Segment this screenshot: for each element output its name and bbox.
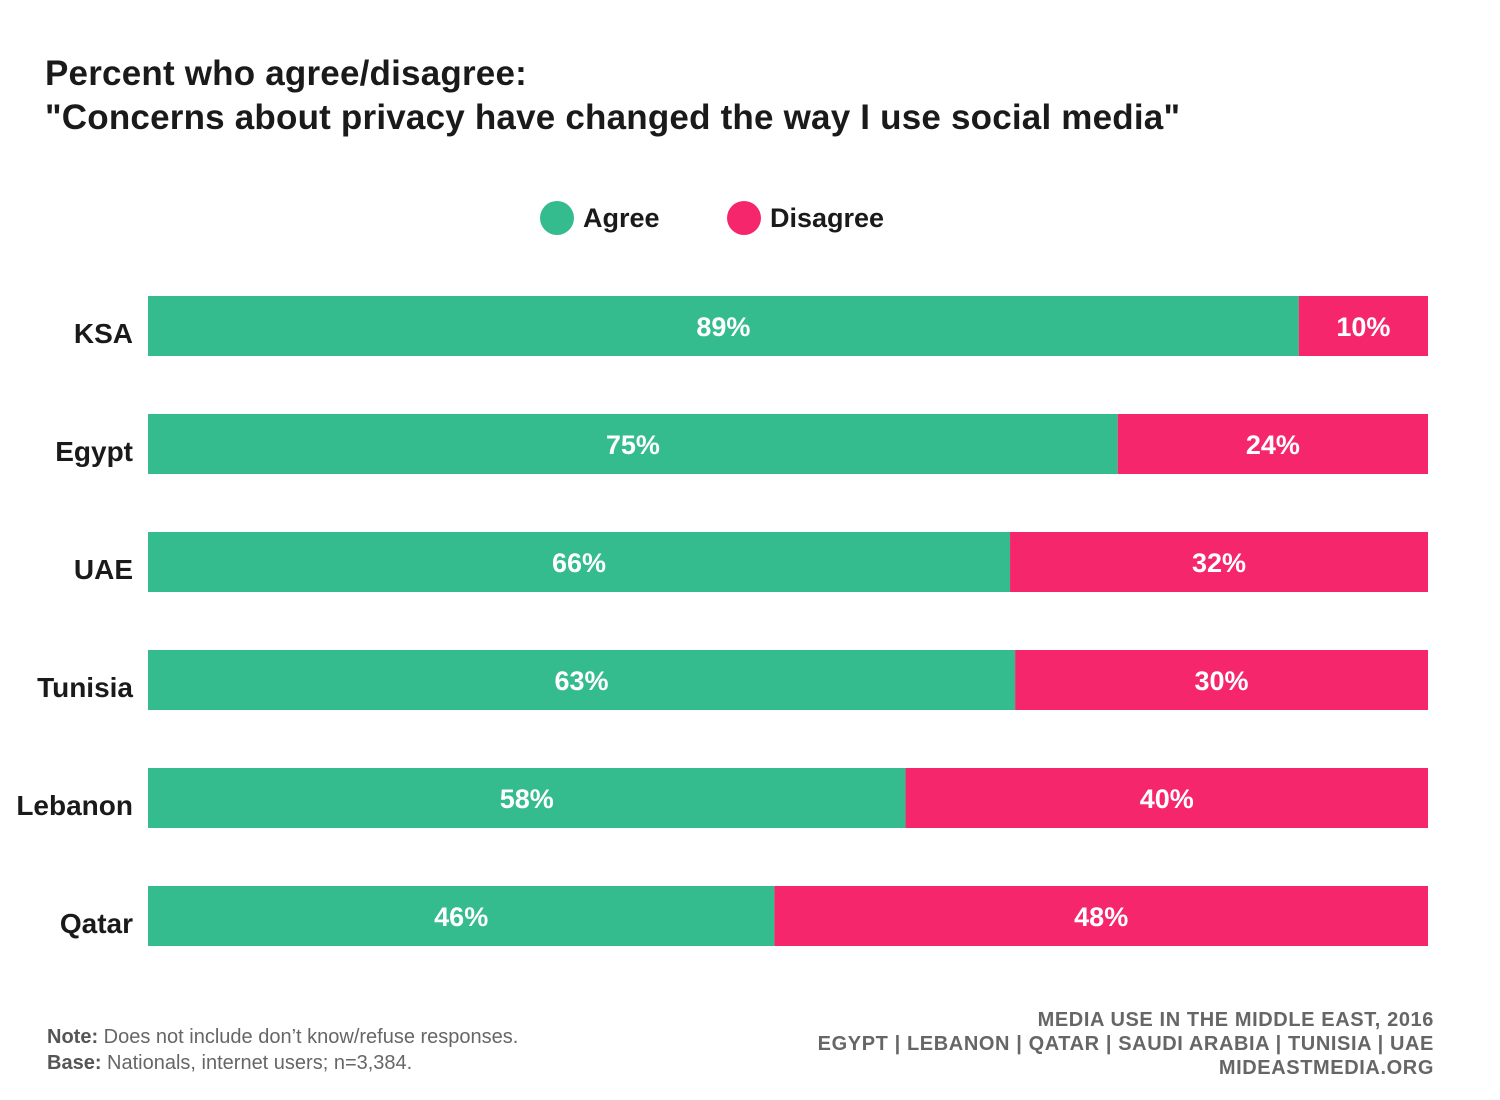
legend-label-agree: Agree: [583, 202, 660, 233]
chart-title-block: Percent who agree/disagree: "Concerns ab…: [45, 52, 1180, 140]
category-label-uae: UAE: [74, 554, 133, 585]
value-label-tunisia-agree: 63%: [555, 666, 609, 696]
bar-egypt-agree: [148, 414, 1118, 474]
value-label-lebanon-agree: 58%: [500, 784, 554, 814]
bar-uae-disagree: [1010, 532, 1428, 592]
value-label-uae-disagree: 32%: [1192, 548, 1246, 578]
category-label-egypt: Egypt: [55, 436, 133, 467]
source-line-2: EGYPT | LEBANON | QATAR | SAUDI ARABIA |…: [817, 1033, 1434, 1055]
base-text: Nationals, internet users; n=3,384.: [101, 1052, 413, 1074]
legend-label-disagree: Disagree: [770, 202, 885, 233]
value-label-tunisia-disagree: 30%: [1195, 666, 1249, 696]
value-label-egypt-disagree: 24%: [1246, 430, 1300, 460]
category-label-tunisia: Tunisia: [37, 672, 133, 703]
note-text: Does not include don’t know/refuse respo…: [98, 1026, 519, 1048]
value-label-qatar-disagree: 48%: [1074, 902, 1128, 932]
bar-uae-agree: [148, 532, 1011, 592]
footer-source: MEDIA USE IN THE MIDDLE EAST, 2016 EGYPT…: [818, 1008, 1434, 1080]
bar-lebanon-disagree: [905, 768, 1428, 828]
bar-qatar-agree: [148, 886, 775, 946]
category-label-lebanon: Lebanon: [16, 790, 133, 821]
note-line: Note: Does not include don’t know/refuse…: [47, 1024, 518, 1050]
legend-item-disagree: Disagree: [727, 198, 884, 238]
value-label-egypt-agree: 75%: [606, 430, 660, 460]
bar-tunisia-agree: [148, 650, 1016, 710]
bar-ksa-agree: [148, 296, 1299, 356]
bar-qatar-disagree: [774, 886, 1428, 946]
chart-title: Percent who agree/disagree:: [45, 54, 527, 93]
legend-swatch-disagree: [727, 201, 761, 235]
source-line-1: MEDIA USE IN THE MIDDLE EAST, 2016: [1037, 1009, 1434, 1031]
bar-lebanon-agree: [148, 768, 906, 828]
category-label-ksa: KSA: [74, 318, 133, 349]
bar-ksa-disagree: [1298, 296, 1428, 356]
base-label: Base:: [47, 1052, 102, 1074]
legend-item-agree: Agree: [540, 198, 660, 238]
bar-egypt-disagree: [1117, 414, 1428, 474]
stacked-bar-chart: KSA 89% 10% Egypt 75% 24% UAE 66% 32% Tunisia 63% 3…: [16, 296, 1428, 946]
value-label-lebanon-disagree: 40%: [1140, 784, 1194, 814]
value-label-qatar-agree: 46%: [434, 902, 488, 932]
category-label-qatar: Qatar: [60, 908, 133, 939]
legend-swatch-agree: [540, 201, 574, 235]
chart-subtitle: "Concerns about privacy have changed the…: [45, 98, 1181, 137]
value-label-uae-agree: 66%: [552, 548, 606, 578]
source-line-3: MIDEASTMEDIA.ORG: [1218, 1057, 1434, 1079]
footer-note: Note: Does not include don’t know/refuse…: [47, 1024, 518, 1076]
note-label: Note:: [47, 1026, 99, 1048]
value-label-ksa-agree: 89%: [696, 312, 750, 342]
base-line: Base: Nationals, internet users; n=3,384…: [47, 1050, 518, 1076]
bar-tunisia-disagree: [1015, 650, 1428, 710]
value-label-ksa-disagree: 10%: [1336, 312, 1390, 342]
